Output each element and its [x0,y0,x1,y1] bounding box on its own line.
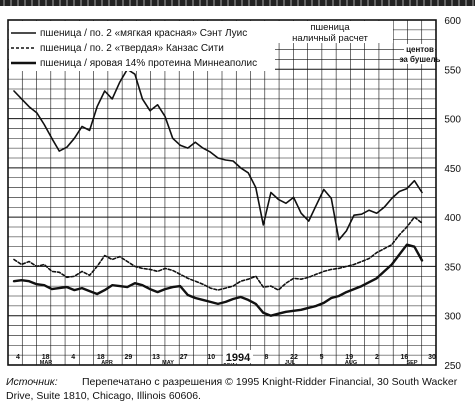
series-line-3 [12,243,424,317]
x-tick-label: 18 [42,354,50,361]
x-tick-label: 4 [71,354,75,361]
legend-item-soft-red: пшеница / по. 2 «мягкая красная» Сэнт Лу… [40,28,247,39]
series-line-1 [13,68,423,241]
x-tick-label: 30 [428,354,436,361]
x-tick-label: 27 [180,354,188,361]
unit-line-2: за бушель [400,55,441,64]
header-subtitle: наличный расчет [292,33,368,44]
x-tick-label: 16 [401,354,409,361]
x-month-label: APR [101,360,113,366]
y-tick-label: 450 [444,164,461,175]
plot-frame [7,19,437,366]
x-tick-label: 29 [125,354,133,361]
x-tick-label: 2 [375,354,379,361]
y-tick-label: 500 [444,115,461,126]
series-lines [12,68,424,317]
x-tick-label: 5 [320,354,324,361]
cropped-top-banner [0,0,475,6]
legend: пшеница / по. 2 «мягкая красная» Сэнт Лу… [9,21,275,71]
chart-header: пшеница наличный расчет [268,21,393,44]
x-tick-label: 19 [345,354,353,361]
x-month-label: AUG [345,360,357,366]
source-label: Источник: [6,376,58,388]
y-tick-label: 600 [444,16,461,27]
legend-item-spring: пшеница / яровая 14% протеина Миннеаполи… [40,58,257,69]
y-tick-label: 250 [444,361,461,372]
x-tick-label: 4 [16,354,20,361]
year-label: 1994 [226,352,251,364]
x-month-label: MAY [162,360,174,366]
x-tick-label: 8 [264,354,268,361]
x-tick-label: 22 [290,354,298,361]
y-axis-ticks: 250 300 350 400 450 500 550 600 [444,16,461,372]
x-month-label: SEP [406,360,417,366]
y-tick-label: 300 [444,312,461,323]
header-title: пшеница [310,22,350,33]
y-tick-label: 400 [444,213,461,224]
y-tick-label: 350 [444,262,461,273]
y-tick-label: 550 [444,65,461,76]
source-text: Перепечатано с разрешения © 1995 Knight-… [6,376,458,402]
grid [8,20,436,365]
source-note: Источник: Перепечатано с разрешения © 199… [6,375,471,403]
unit-label: центов за бушель [400,44,441,64]
unit-line-1: центов [406,45,434,54]
x-tick-label: 13 [152,354,160,361]
x-month-label: MAR [40,360,53,366]
legend-item-hard: пшеница / по. 2 «твердая» Канзас Сити [40,43,224,54]
x-tick-label: 18 [97,354,105,361]
x-month-label: JUL [285,360,296,366]
series-line-2 [13,216,423,291]
x-tick-label: 10 [207,354,215,361]
